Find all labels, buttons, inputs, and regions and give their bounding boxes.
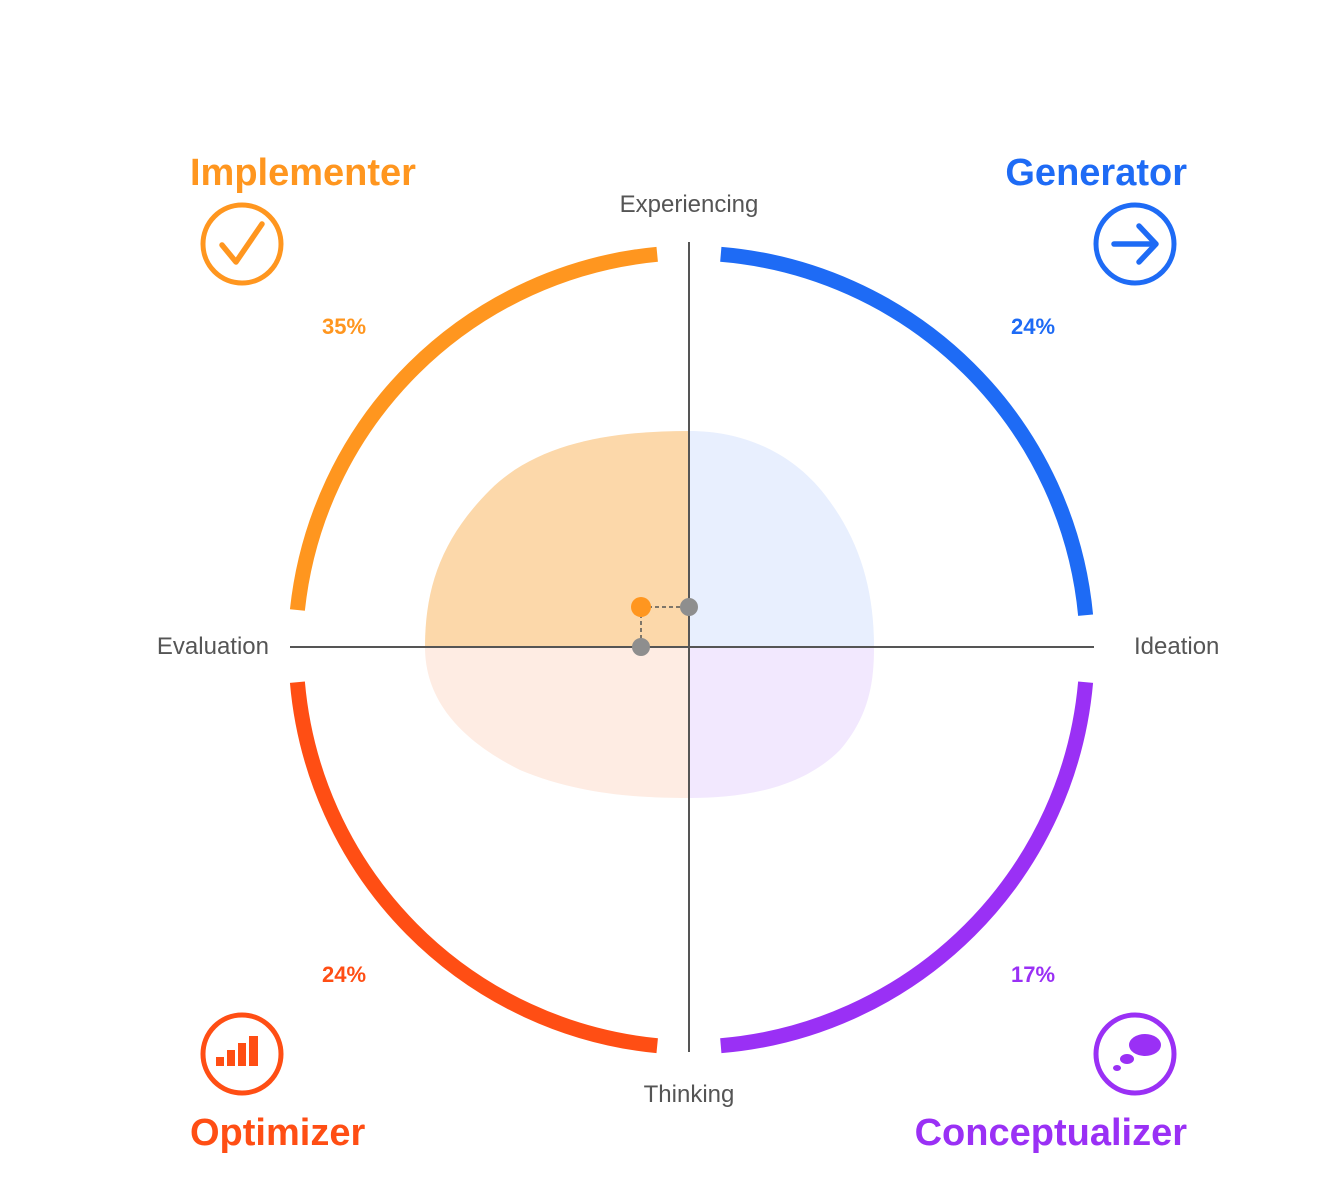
- conceptualizer-quadrant: 17% Conceptualizer: [915, 962, 1188, 1154]
- projection-point-y: [680, 598, 698, 616]
- projection-point-x: [632, 638, 650, 656]
- optimizer-percent: 24%: [322, 962, 366, 987]
- distribution-blob: [425, 431, 874, 798]
- generator-arc: [720, 246, 1094, 616]
- score-marker: [631, 597, 698, 656]
- bar-chart-circle-icon: [200, 1012, 284, 1096]
- axis-label-top: Experiencing: [620, 191, 759, 218]
- generator-title: Generator: [1005, 152, 1187, 194]
- conceptualizer-arc: [720, 681, 1094, 1054]
- optimizer-quadrant: 24% Optimizer: [190, 962, 366, 1154]
- conceptualizer-percent: 17%: [1011, 962, 1055, 987]
- implementer-arc: [289, 246, 658, 611]
- implementer-quadrant: Implementer 35%: [190, 152, 416, 339]
- generator-percent: 24%: [1011, 314, 1055, 339]
- axis-label-bottom: Thinking: [644, 1081, 735, 1108]
- generator-quadrant: Generator 24%: [1005, 152, 1187, 339]
- thought-bubble-circle-icon: [1093, 1012, 1177, 1096]
- optimizer-title: Optimizer: [190, 1112, 365, 1154]
- axis-label-left: Evaluation: [157, 633, 269, 660]
- optimizer-arc: [289, 681, 658, 1054]
- checkmark-circle-icon: [200, 202, 284, 286]
- axis-label-right: Ideation: [1134, 633, 1219, 660]
- implementer-percent: 35%: [322, 314, 366, 339]
- arrow-right-circle-icon: [1093, 202, 1177, 286]
- conceptualizer-title: Conceptualizer: [915, 1112, 1188, 1154]
- score-point: [631, 597, 651, 617]
- implementer-title: Implementer: [190, 152, 416, 194]
